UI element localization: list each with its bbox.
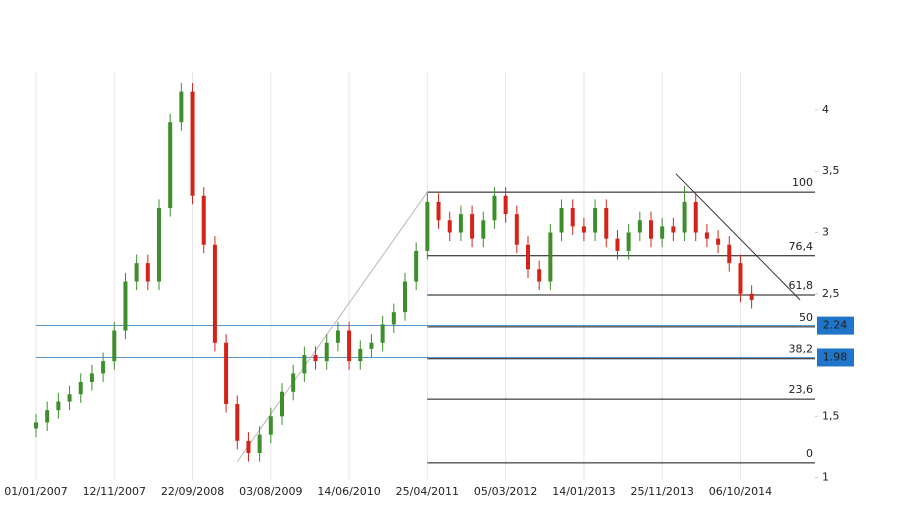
x-tick-label: 25/04/2011 xyxy=(396,485,459,498)
fib-label: 38,2 xyxy=(789,343,814,356)
candle-body xyxy=(67,394,72,402)
candle-body xyxy=(548,232,553,282)
candle-body xyxy=(671,226,676,233)
y-tick-label: 2,5 xyxy=(822,287,840,300)
candle-body xyxy=(347,330,352,362)
x-tick-label: 14/01/2013 xyxy=(552,485,615,498)
candle-body xyxy=(201,195,206,245)
candle-body xyxy=(302,355,307,374)
candle-body xyxy=(34,422,38,429)
candle-body xyxy=(212,244,217,343)
candle-body xyxy=(414,250,419,282)
trend-line xyxy=(675,173,801,301)
x-tick-label: 01/01/2007 xyxy=(4,485,67,498)
y-tick-label: 3 xyxy=(822,226,829,239)
candle-body xyxy=(335,330,340,343)
candle-body xyxy=(313,355,318,362)
fib-label: 0 xyxy=(806,447,813,460)
candle-body xyxy=(112,330,117,362)
candle-body xyxy=(45,410,50,423)
fib-label: 23,6 xyxy=(789,383,814,396)
candle-body xyxy=(291,373,296,392)
candle-body xyxy=(145,263,150,282)
candle-body xyxy=(235,404,240,441)
candle-body xyxy=(89,373,94,382)
candle-body xyxy=(246,440,251,454)
candle-body xyxy=(649,220,653,239)
candle-body xyxy=(693,201,698,233)
candle-body xyxy=(738,263,743,294)
candle-body xyxy=(224,342,229,405)
candle-body xyxy=(134,263,139,282)
candle-body xyxy=(403,281,407,313)
x-tick-label: 14/06/2010 xyxy=(317,485,380,498)
y-tick-label: 4 xyxy=(822,103,829,116)
candle-body xyxy=(447,220,452,233)
candle-body xyxy=(749,293,754,300)
candle-body xyxy=(593,208,598,233)
candle-body xyxy=(190,91,195,196)
candle-body xyxy=(503,195,508,215)
candle-body xyxy=(179,91,184,123)
candle-body xyxy=(470,214,475,239)
candle-body xyxy=(425,201,430,251)
candle-body xyxy=(626,232,631,251)
candle-body xyxy=(101,361,106,374)
trend-line xyxy=(236,191,428,462)
candle-body xyxy=(436,201,441,221)
candle-body xyxy=(56,401,61,411)
x-tick-label: 22/09/2008 xyxy=(161,485,224,498)
candle-body xyxy=(704,232,709,239)
candle-body xyxy=(391,312,396,325)
candle-body xyxy=(716,238,721,245)
x-tick-label: 05/03/2012 xyxy=(474,485,537,498)
price-label: 2.24 xyxy=(823,319,848,332)
fib-label: 100 xyxy=(792,176,813,189)
x-tick-label: 03/08/2009 xyxy=(239,485,302,498)
price-label-box xyxy=(817,348,854,367)
candle-body xyxy=(78,381,83,395)
candle-body xyxy=(268,416,273,435)
candle-body xyxy=(581,226,586,233)
fib-label: 76,4 xyxy=(789,240,814,253)
y-tick-label: 1 xyxy=(822,471,829,484)
candle-body xyxy=(727,244,732,264)
price-label-box xyxy=(817,316,854,335)
fib-label: 61,8 xyxy=(789,279,814,292)
candle-body xyxy=(168,122,173,208)
candle-body xyxy=(492,195,497,221)
candle-body xyxy=(526,244,530,270)
candle-body xyxy=(514,214,519,245)
candle-body xyxy=(358,348,363,362)
x-tick-label: 25/11/2013 xyxy=(630,485,693,498)
candle-body xyxy=(682,201,687,233)
candle-body xyxy=(570,208,575,227)
candle-body xyxy=(637,220,642,233)
candle-body xyxy=(324,342,329,362)
candle-body xyxy=(280,391,284,417)
candle-body xyxy=(604,208,609,239)
candle-body xyxy=(257,434,262,454)
x-tick-label: 12/11/2007 xyxy=(83,485,146,498)
price-label: 1.98 xyxy=(823,350,848,363)
candle-body xyxy=(369,342,374,349)
candle-body xyxy=(559,208,564,233)
x-tick-label: 06/10/2014 xyxy=(709,485,772,498)
candle-body xyxy=(123,281,128,331)
y-tick-label: 1,5 xyxy=(822,409,840,422)
fib-label: 50 xyxy=(799,311,813,324)
candle-body xyxy=(660,226,665,239)
y-tick-label: 3,5 xyxy=(822,164,840,177)
candle-body xyxy=(458,214,463,233)
candle-body xyxy=(157,208,161,282)
candle-body xyxy=(481,220,486,239)
candle-body xyxy=(380,324,385,343)
candle-body xyxy=(537,269,542,282)
candle-body xyxy=(615,238,620,251)
